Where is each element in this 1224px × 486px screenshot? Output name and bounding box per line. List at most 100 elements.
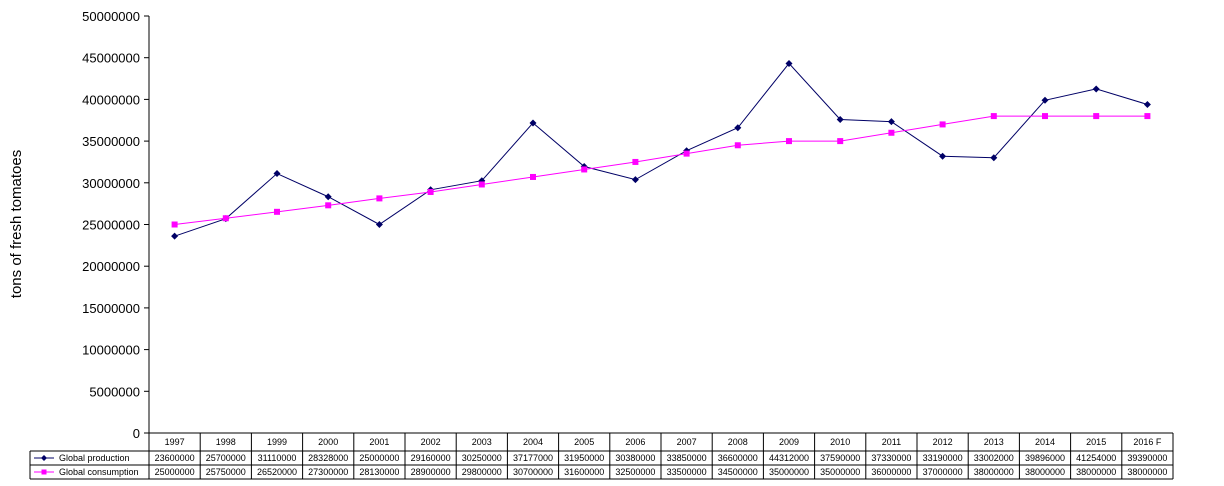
table-cell-value: 39390000 — [1127, 453, 1167, 463]
data-point — [1092, 85, 1100, 93]
data-point — [478, 181, 485, 188]
y-tick-label: 5000000 — [89, 384, 140, 399]
data-point — [683, 150, 690, 157]
x-tick-label: 2010 — [830, 437, 850, 447]
y-tick-label: 50000000 — [82, 9, 140, 24]
table-cell-value: 37000000 — [923, 467, 963, 477]
table-cell-value: 39896000 — [1025, 453, 1065, 463]
table-cell-value: 41254000 — [1076, 453, 1116, 463]
x-tick-label: 2003 — [472, 437, 492, 447]
data-point — [734, 124, 742, 132]
table-cell-value: 25750000 — [206, 467, 246, 477]
table-cell-value: 37177000 — [513, 453, 553, 463]
data-point — [734, 142, 741, 149]
x-tick-label: 1998 — [216, 437, 236, 447]
data-point — [837, 138, 844, 145]
x-tick-label: 2015 — [1086, 437, 1106, 447]
table-cell-value: 25700000 — [206, 453, 246, 463]
data-point — [171, 232, 179, 240]
table-cell-value: 25000000 — [359, 453, 399, 463]
table-cell-value: 38000000 — [974, 467, 1014, 477]
data-point — [888, 129, 895, 136]
legend-key-marker — [41, 455, 47, 461]
x-tick-label: 1997 — [165, 437, 185, 447]
data-point — [171, 221, 178, 228]
data-point — [1143, 100, 1151, 108]
data-point — [631, 176, 639, 184]
data-point — [274, 208, 280, 215]
table-cell-value: 33500000 — [667, 467, 707, 477]
data-point — [1093, 113, 1100, 120]
table-cell-value: 23600000 — [155, 453, 195, 463]
table-cell-value: 44312000 — [769, 453, 809, 463]
data-point — [376, 195, 383, 202]
legend-key-marker — [41, 469, 47, 475]
series-line — [174, 62, 1148, 237]
data-point — [786, 138, 792, 145]
data-point — [324, 193, 332, 201]
table-cell-value: 37330000 — [871, 453, 911, 463]
x-tick-label: 2012 — [933, 437, 953, 447]
x-tick-label: 2001 — [369, 437, 389, 447]
y-tick-label: 25000000 — [82, 218, 140, 233]
legend-label: Global production — [59, 453, 130, 463]
x-tick-label: 2016 F — [1133, 437, 1162, 447]
table-cell-value: 28328000 — [308, 453, 348, 463]
table-cell-value: 33002000 — [974, 453, 1014, 463]
data-point — [427, 188, 434, 195]
x-tick-label: 2008 — [728, 437, 748, 447]
data-point — [581, 166, 588, 173]
x-tick-label: 2006 — [625, 437, 645, 447]
data-point — [375, 221, 383, 228]
table-cell-value: 35000000 — [769, 467, 809, 477]
x-tick-label: 2004 — [523, 437, 543, 447]
table-cell-value: 32500000 — [615, 467, 655, 477]
series-line — [174, 115, 1148, 225]
data-point — [273, 170, 281, 178]
table-cell-value: 29160000 — [411, 453, 451, 463]
x-tick-label: 2009 — [779, 437, 799, 447]
table-cell-value: 31600000 — [564, 467, 604, 477]
table-cell-value: 38000000 — [1025, 467, 1065, 477]
x-tick-label: 2014 — [1035, 437, 1055, 447]
x-tick-label: 2000 — [318, 437, 338, 447]
data-table: 1997 1998 1999 2000 2001 2002 2003 2004 2005 2006… — [29, 433, 1174, 480]
table-cell-value: 36000000 — [871, 467, 911, 477]
table-cell-value: 31950000 — [564, 453, 604, 463]
table-cell-value: 31110000 — [258, 453, 297, 463]
table-cell-value: 27300000 — [308, 467, 348, 477]
table-cell-value: 26520000 — [257, 467, 297, 477]
table-cell-value: 30380000 — [615, 453, 655, 463]
y-tick-label: 30000000 — [82, 176, 140, 191]
data-point — [530, 173, 536, 180]
y-tick-label: 15000000 — [82, 301, 140, 316]
y-tick-label: 45000000 — [82, 51, 140, 66]
data-point — [1042, 113, 1048, 120]
data-point — [325, 202, 332, 209]
table-cell-value: 38000000 — [1127, 467, 1167, 477]
y-tick-label: 20000000 — [82, 259, 140, 274]
series-group — [171, 59, 1151, 240]
data-point — [785, 59, 793, 67]
table-cell-value: 28900000 — [411, 467, 451, 477]
table-cell-value: 38000000 — [1076, 467, 1116, 477]
data-point — [939, 121, 946, 128]
x-tick-label: 2002 — [421, 437, 441, 447]
data-point — [632, 158, 639, 165]
x-tick-label: 1999 — [267, 437, 287, 447]
table-cell-value: 37590000 — [820, 453, 860, 463]
table-cell-value: 33850000 — [667, 453, 707, 463]
data-point — [887, 118, 895, 126]
y-tick-label: 35000000 — [82, 134, 140, 149]
table-cell-value: 33190000 — [923, 453, 963, 463]
table-cell-value: 30700000 — [513, 467, 553, 477]
x-tick-label: 2011 — [882, 437, 901, 447]
y-tick-label: 0 — [133, 426, 140, 441]
data-point — [836, 115, 844, 123]
table-cell-value: 30250000 — [462, 453, 502, 463]
y-tick-label: 10000000 — [82, 343, 140, 358]
data-point — [990, 113, 997, 120]
table-cell-value: 28130000 — [359, 467, 399, 477]
